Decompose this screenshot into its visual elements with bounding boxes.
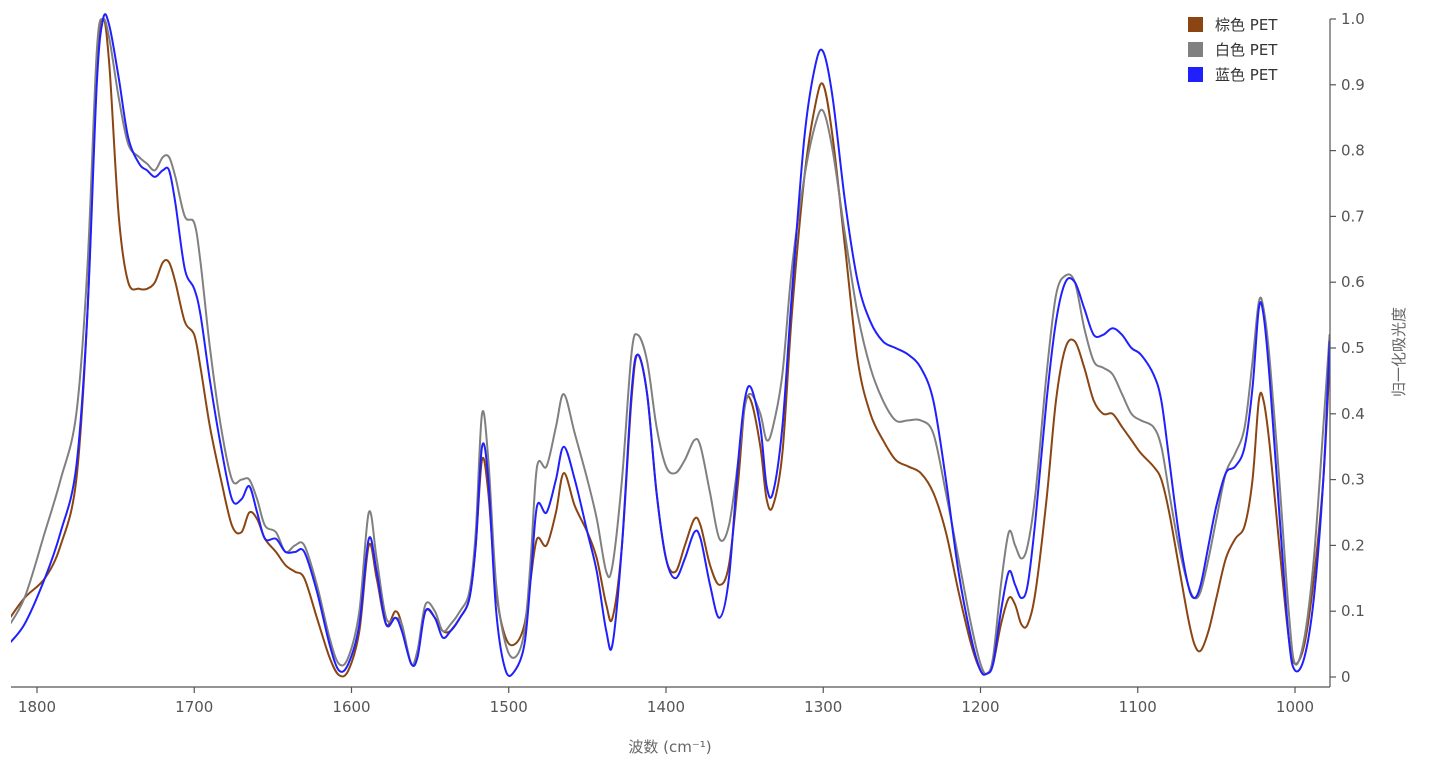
y-tick-label: 0.3 <box>1341 471 1365 489</box>
y-tick-label: 0.4 <box>1341 405 1365 423</box>
series-line-1 <box>11 17 1330 675</box>
y-tick-label: 0.5 <box>1341 339 1365 357</box>
x-axis-title: 波数 (cm⁻¹) <box>628 738 711 756</box>
x-ticks: 1800 1700 1600 1500 1400 1300 1200 1100 1000 <box>18 687 1314 716</box>
legend-label: 白色 PET <box>1215 41 1278 59</box>
y-tick-label: 0.1 <box>1341 602 1365 620</box>
y-tick-label: 0.2 <box>1341 536 1365 554</box>
series-line-2 <box>11 13 1330 677</box>
legend-label: 蓝色 PET <box>1215 66 1278 84</box>
y-axis-title: 归一化吸光度 <box>1390 307 1408 397</box>
x-tick-label: 1600 <box>332 698 370 716</box>
x-tick-label: 1800 <box>18 698 56 716</box>
legend-swatch <box>1188 17 1203 32</box>
legend-swatch <box>1188 67 1203 82</box>
x-tick-label: 1000 <box>1276 698 1314 716</box>
series-line-0 <box>11 17 1330 678</box>
y-tick-label: 0.8 <box>1341 142 1365 160</box>
y-ticks: 0 0.1 0.2 0.3 0.4 0.5 0.6 0.7 0.8 0.9 1.0 <box>1330 10 1365 686</box>
x-tick-label: 1700 <box>175 698 213 716</box>
x-tick-label: 1300 <box>804 698 842 716</box>
x-tick-label: 1400 <box>647 698 685 716</box>
legend-label: 棕色 PET <box>1215 16 1278 34</box>
y-tick-label: 0.6 <box>1341 273 1365 291</box>
y-tick-label: 0 <box>1341 668 1351 686</box>
y-tick-label: 0.7 <box>1341 207 1365 225</box>
series-lines <box>11 13 1330 678</box>
legend-swatch <box>1188 42 1203 57</box>
x-tick-label: 1500 <box>490 698 528 716</box>
y-tick-label: 1.0 <box>1341 10 1365 28</box>
legend: 棕色 PET 白色 PET 蓝色 PET <box>1188 16 1278 84</box>
y-tick-label: 0.9 <box>1341 76 1365 94</box>
x-tick-label: 1200 <box>961 698 999 716</box>
axes <box>11 19 1331 688</box>
x-tick-label: 1100 <box>1119 698 1157 716</box>
